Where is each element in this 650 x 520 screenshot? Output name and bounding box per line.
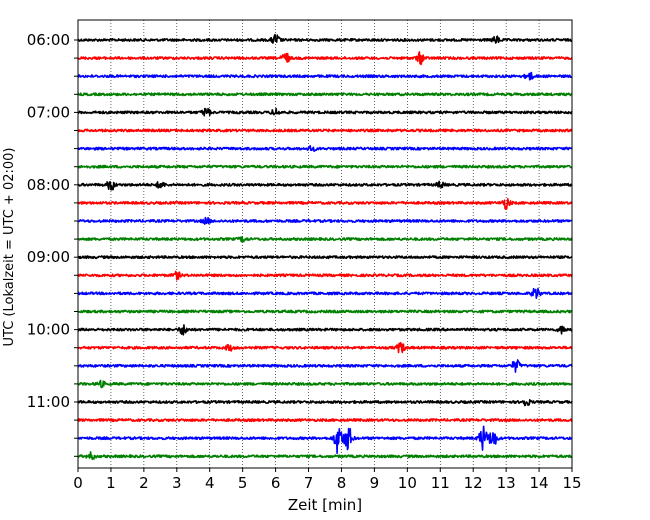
x-tick-label: 13 [497, 474, 516, 492]
trace-line [77, 270, 573, 281]
y-axis-label: UTC (Lokalzeit = UTC + 02:00) [2, 148, 17, 347]
trace-line [77, 287, 573, 299]
x-tick-label: 5 [238, 474, 248, 492]
trace-line [77, 309, 573, 314]
trace-line [77, 359, 573, 373]
x-tick-label: 10 [398, 474, 417, 492]
trace-line [77, 451, 573, 461]
x-tick-label: 3 [172, 474, 182, 492]
y-tick-label: 07:00 [27, 103, 70, 121]
trace-line [77, 180, 573, 191]
x-tick-label: 14 [530, 474, 549, 492]
x-tick-label: 2 [139, 474, 149, 492]
y-tick-label: 11:00 [27, 393, 70, 411]
trace-line [77, 71, 573, 81]
x-tick-label: 4 [205, 474, 215, 492]
trace-line [77, 341, 573, 354]
trace-line [77, 324, 573, 336]
trace-line [77, 107, 573, 117]
y-tick-label: 10:00 [27, 321, 70, 339]
trace-line [77, 216, 573, 225]
x-axis-ticks: 0 1 2 3 4 5 6 7 8 9 10 11 12 13 14 15 [73, 468, 582, 492]
x-tick-label: 11 [431, 474, 450, 492]
trace-line [77, 144, 573, 152]
trace-line [77, 164, 573, 169]
trace-line [77, 255, 573, 260]
x-tick-label: 7 [304, 474, 314, 492]
trace-line [77, 92, 573, 97]
trace-line [77, 379, 573, 389]
plot-frame [77, 19, 573, 469]
x-tick-label: 12 [464, 474, 483, 492]
trace-line [77, 33, 573, 44]
trace-line [77, 198, 573, 210]
y-tick-label: 08:00 [27, 176, 70, 194]
x-tick-label: 8 [337, 474, 347, 492]
trace-line [77, 418, 573, 423]
x-axis-label: Zeit [min] [288, 496, 362, 514]
trace-line [77, 128, 573, 133]
x-tick-label: 15 [562, 474, 581, 492]
y-tick-label: 09:00 [27, 248, 70, 266]
x-tick-label: 9 [370, 474, 380, 492]
trace-group [77, 33, 573, 461]
trace-line [77, 51, 573, 66]
y-tick-label: 06:00 [27, 31, 70, 49]
trace-line [77, 425, 573, 455]
trace-line [77, 399, 573, 407]
trace-line [77, 235, 573, 243]
x-tick-label: 6 [271, 474, 281, 492]
x-tick-label: 1 [106, 474, 116, 492]
x-tick-label: 0 [73, 474, 83, 492]
y-axis-ticks: 06:00 07:00 08:00 09:00 10:00 11:00 [27, 31, 78, 457]
